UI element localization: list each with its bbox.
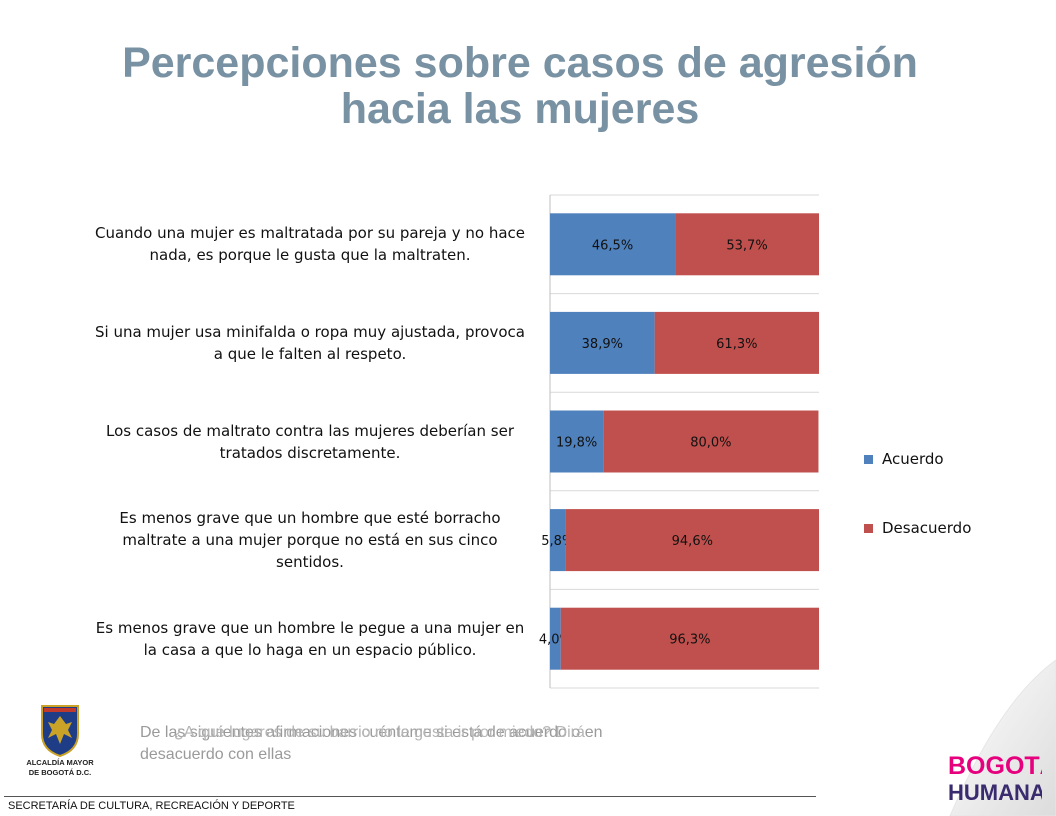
category-label-line: la casa a que lo haga en un espacio públ… — [143, 640, 477, 659]
legend-label-acuerdo: Acuerdo — [882, 450, 944, 468]
logo-left-line-2: DE BOGOTÁ D.C. — [28, 768, 92, 777]
category-label-4: Es menos grave que un hombre que esté bo… — [80, 507, 540, 573]
data-label-acuerdo-2: 38,9% — [582, 337, 623, 352]
coat-of-arms-icon — [41, 705, 79, 758]
category-label-5: Es menos grave que un hombre le pegue a … — [80, 617, 540, 661]
bogota-humana-logo: BOGOTÁ HUMANA — [948, 751, 1042, 804]
footnote-line-1: De las siguientes afirmaciones cuéntame … — [140, 724, 603, 741]
footer-department: SECRETARÍA DE CULTURA, RECREACIÓN Y DEPO… — [8, 800, 295, 812]
category-label-1: Cuando una mujer es maltratada por su pa… — [80, 222, 540, 266]
logo-left-line-1: ALCALDÍA MAYOR — [26, 758, 94, 767]
legend-swatch-desacuerdo — [864, 524, 873, 533]
bar-desacuerdo-2 — [654, 311, 819, 374]
category-label-line: Es menos grave que un hombre que esté bo… — [119, 509, 501, 528]
footnote-line-2: desacuerdo con ellas — [140, 746, 292, 763]
logo-right-line-1: BOGOTÁ — [948, 751, 1042, 780]
data-label-acuerdo-3: 19,8% — [556, 436, 597, 451]
data-label-desacuerdo-5: 96,3% — [669, 633, 710, 648]
alcaldia-logo: ALCALDÍA MAYOR DE BOGOTÁ D.C. — [14, 704, 106, 792]
bar-acuerdo-4 — [550, 509, 566, 572]
data-label-desacuerdo-1: 53,7% — [726, 238, 767, 253]
bar-desacuerdo-3 — [603, 410, 819, 473]
category-label-line: Cuando una mujer es maltratada por su pa… — [94, 224, 526, 243]
logo-right-line-2: HUMANA — [948, 780, 1042, 804]
data-label-desacuerdo-3: 80,0% — [690, 436, 731, 451]
category-label-line: Si una mujer usa minifalda o ropa muy aj… — [95, 322, 525, 341]
legend-label-desacuerdo: Desacuerdo — [882, 519, 972, 537]
category-label-3: Los casos de maltrato contra las mujeres… — [80, 420, 540, 464]
category-label-line: Es menos grave que un hombre le pegue a … — [95, 618, 525, 637]
legend-swatch-acuerdo — [864, 455, 873, 464]
bar-desacuerdo-4 — [565, 509, 819, 572]
category-label-line: a que le falten al respeto. — [213, 344, 407, 363]
bar-acuerdo-3 — [550, 410, 604, 473]
category-label-line: maltrate a una mujer porque no está en s… — [122, 531, 498, 550]
category-label-line: sentidos. — [276, 553, 344, 572]
bar-desacuerdo-1 — [675, 213, 819, 276]
bar-desacuerdo-5 — [560, 607, 819, 670]
title-line-1: Percepciones sobre casos de agresión — [122, 39, 918, 87]
title-line-2: hacia las mujeres — [340, 85, 700, 134]
category-label-line: nada, es porque le gusta que la maltrate… — [149, 246, 471, 265]
category-label-line: tratados discretamente. — [219, 443, 401, 462]
question-footnote: De las siguientes afirmaciones cuéntame … — [140, 722, 780, 766]
footnote-overlay-text: ¿A qué lugares de su barrio no le gusta … — [174, 724, 585, 741]
slide-title: Percepciones sobre casos de agresión hac… — [60, 40, 980, 133]
category-label-line: Los casos de maltrato contra las mujeres… — [106, 421, 514, 440]
bar-acuerdo-1 — [550, 213, 676, 276]
data-label-desacuerdo-4: 94,6% — [672, 534, 713, 549]
data-label-acuerdo-1: 46,5% — [592, 238, 633, 253]
bar-acuerdo-2 — [550, 311, 655, 374]
bar-acuerdo-5 — [550, 607, 561, 670]
footer-divider — [4, 796, 816, 797]
category-label-2: Si una mujer usa minifalda o ropa muy aj… — [80, 321, 540, 365]
data-label-desacuerdo-2: 61,3% — [716, 337, 757, 352]
